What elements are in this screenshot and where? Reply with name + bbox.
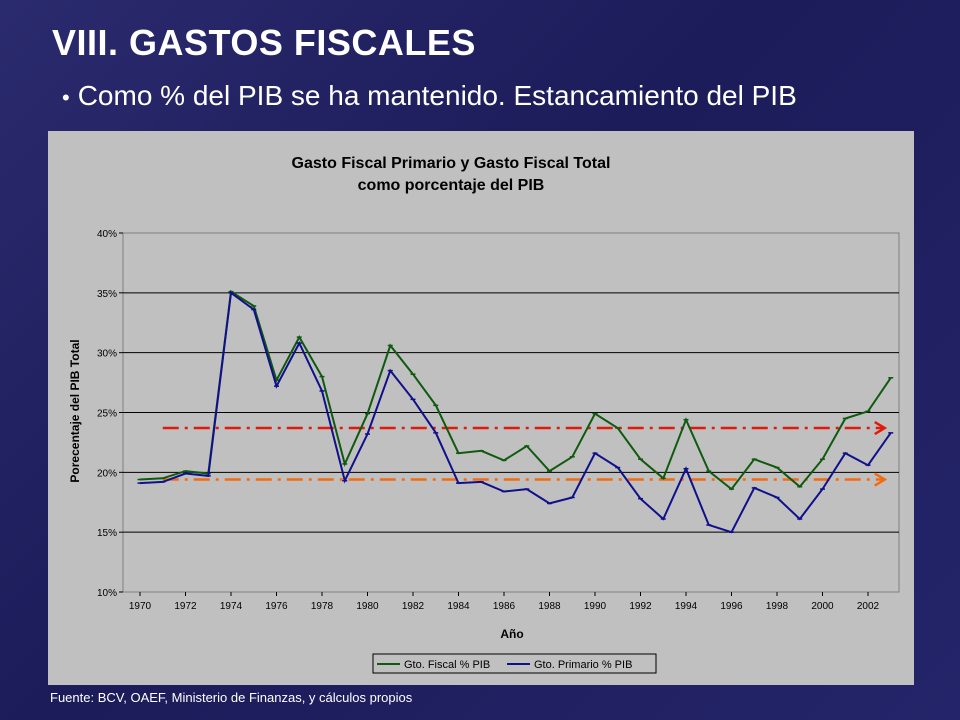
- chart-panel: Gasto Fiscal Primario y Gasto Fiscal Tot…: [48, 131, 914, 685]
- y-tick-label: 10%: [97, 588, 117, 599]
- x-tick-label: 2002: [857, 601, 880, 612]
- legend: Gto. Fiscal % PIB Gto. Primario % PIB: [372, 653, 657, 674]
- source-note: Fuente: BCV, OAEF, Ministerio de Finanza…: [50, 690, 413, 705]
- y-tick-label: 40%: [97, 229, 117, 240]
- y-axis: 10% 15% 20% 25% 30% 35% 40%: [97, 229, 123, 599]
- legend-label-fiscal: Gto. Fiscal % PIB: [404, 659, 490, 671]
- x-tick-label: 1996: [720, 601, 743, 612]
- series-line-fiscal: [139, 289, 892, 491]
- x-tick-label: 2000: [811, 601, 834, 612]
- bullet-text: Como % del PIB se ha mantenido. Estancam…: [77, 80, 797, 111]
- x-tick-label: 1978: [311, 601, 334, 612]
- x-tick-label: 1984: [447, 601, 470, 612]
- x-tick-label: 1988: [538, 601, 561, 612]
- bullet-point: • Como % del PIB se ha mantenido. Estanc…: [62, 80, 797, 112]
- x-tick-label: 1998: [766, 601, 789, 612]
- y-tick-label: 20%: [97, 468, 117, 479]
- x-tick-label: 1970: [129, 601, 152, 612]
- reference-arrow-icon: [874, 420, 888, 436]
- x-tick-label: 1982: [402, 601, 425, 612]
- series-line-primario: [139, 290, 892, 534]
- chart-title-line2: como porcentaje del PIB: [358, 177, 545, 194]
- x-tick-label: 1980: [356, 601, 379, 612]
- y-tick-label: 25%: [97, 409, 117, 420]
- y-axis-label: Porecentaje del PIB Total: [68, 339, 82, 482]
- y-tick-label: 35%: [97, 289, 117, 300]
- legend-label-primario: Gto. Primario % PIB: [534, 659, 632, 671]
- y-tick-label: 15%: [97, 528, 117, 539]
- grid-lines: [123, 292, 899, 533]
- chart-svg: Gasto Fiscal Primario y Gasto Fiscal Tot…: [68, 155, 900, 674]
- slide-title: VIII. GASTOS FISCALES: [52, 22, 476, 63]
- reference-arrow-icon: [874, 472, 888, 487]
- x-tick-label: 1976: [265, 601, 288, 612]
- reference-lines: [162, 420, 888, 487]
- x-tick-label: 1990: [584, 601, 607, 612]
- x-axis-label: Año: [500, 627, 523, 641]
- x-axis: 1970 1972 1974 1976 1978 1980 1982 1984 1986 1988…: [129, 592, 880, 612]
- chart-title-line1: Gasto Fiscal Primario y Gasto Fiscal Tot…: [292, 155, 611, 172]
- x-tick-label: 1986: [493, 601, 516, 612]
- x-tick-label: 1972: [174, 601, 197, 612]
- y-tick-label: 30%: [97, 349, 117, 360]
- x-tick-label: 1974: [220, 601, 243, 612]
- x-tick-label: 1994: [675, 601, 698, 612]
- series-lines: [137, 289, 894, 534]
- bullet-dot-icon: •: [62, 85, 70, 110]
- x-tick-label: 1992: [629, 601, 652, 612]
